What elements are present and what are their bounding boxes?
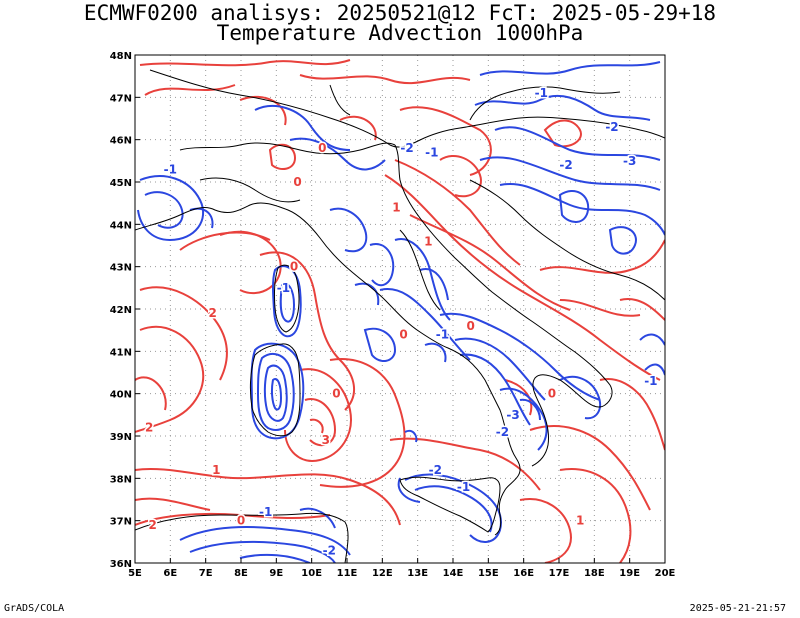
lat-tick-label: 44N	[110, 220, 132, 231]
contour-label: 0	[290, 260, 298, 274]
lon-tick-label: 5E	[128, 568, 142, 579]
contour-label: 0	[293, 175, 301, 189]
lat-tick-label: 45N	[110, 178, 132, 189]
contour-label: 1	[392, 200, 400, 214]
lat-tick-label: 46N	[110, 136, 132, 147]
contour-label: -1	[644, 374, 657, 388]
contour-label: -2	[323, 543, 336, 557]
lat-tick-label: 40N	[110, 390, 132, 401]
contour-label: -2	[400, 141, 413, 155]
lon-tick-label: 8E	[234, 568, 248, 579]
contour-label: -1	[277, 281, 290, 295]
contour-label: 0	[318, 141, 326, 155]
contour-label: 0	[332, 387, 340, 401]
contour-label: -2	[496, 425, 509, 439]
lon-tick-label: 7E	[199, 568, 213, 579]
lat-tick-label: 43N	[110, 263, 132, 274]
lat-tick-label: 41N	[110, 347, 132, 358]
footer-credit: GrADS/COLA	[4, 603, 65, 614]
lat-tick-label: 36N	[110, 559, 132, 570]
coastline-borders	[135, 69, 665, 563]
lon-tick-label: 6E	[163, 568, 177, 579]
contour-label: -1	[425, 145, 438, 159]
contour-label: 0	[237, 514, 245, 528]
lon-tick-label: 12E	[372, 568, 393, 579]
contour-label: -1	[457, 480, 470, 494]
lon-tick-label: 20E	[655, 568, 676, 579]
contour-label: -1	[259, 505, 272, 519]
lon-tick-label: 17E	[549, 568, 570, 579]
lon-tick-label: 16E	[513, 568, 534, 579]
contour-label: 2	[148, 518, 156, 532]
lon-tick-label: 14E	[443, 568, 464, 579]
contour-label: -2	[605, 120, 618, 134]
lat-tick-label: 37N	[110, 517, 132, 528]
lon-tick-label: 18E	[584, 568, 605, 579]
contour-label: 0	[466, 319, 474, 333]
negative-advection-contours	[137, 61, 665, 563]
lon-tick-label: 15E	[478, 568, 499, 579]
contour-label: 1	[424, 234, 432, 248]
contour-label: -2	[559, 158, 572, 172]
contour-label: 2	[209, 306, 217, 320]
contour-label: -1	[535, 86, 548, 100]
contour-label: -2	[429, 463, 442, 477]
contour-label: 2	[145, 421, 153, 435]
lon-tick-label: 11E	[337, 568, 358, 579]
lat-tick-label: 38N	[110, 474, 132, 485]
lat-tick-label: 42N	[110, 305, 132, 316]
contour-label: 0	[399, 327, 407, 341]
contour-label: -3	[506, 408, 519, 422]
contour-label: 1	[576, 514, 584, 528]
contour-label: -1	[164, 162, 177, 176]
contour-label: -3	[623, 154, 636, 168]
footer-timestamp: 2025-05-21-21:57	[689, 603, 786, 614]
map-title-line1: ECMWF0200 analisys: 20250521@12 FcT: 202…	[83, 1, 717, 25]
contour-label: -1	[436, 327, 449, 341]
lat-tick-label: 39N	[110, 432, 132, 443]
lat-tick-label: 47N	[110, 93, 132, 104]
axis-ticks: 5E 6E 7E 8E 9E 10E 11E 12E 13E 14E 15E 16E 17E 18E 19E…	[110, 51, 676, 579]
lon-tick-label: 13E	[407, 568, 428, 579]
lon-tick-label: 10E	[301, 568, 322, 579]
lat-tick-label: 48N	[110, 51, 132, 62]
map-title-line2: Temperature Advection 1000hPa	[216, 21, 584, 45]
contour-label: 3	[322, 433, 330, 447]
lon-tick-label: 9E	[269, 568, 283, 579]
contour-label: 1	[212, 463, 220, 477]
lon-tick-label: 19E	[619, 568, 640, 579]
contour-label: 0	[548, 387, 556, 401]
